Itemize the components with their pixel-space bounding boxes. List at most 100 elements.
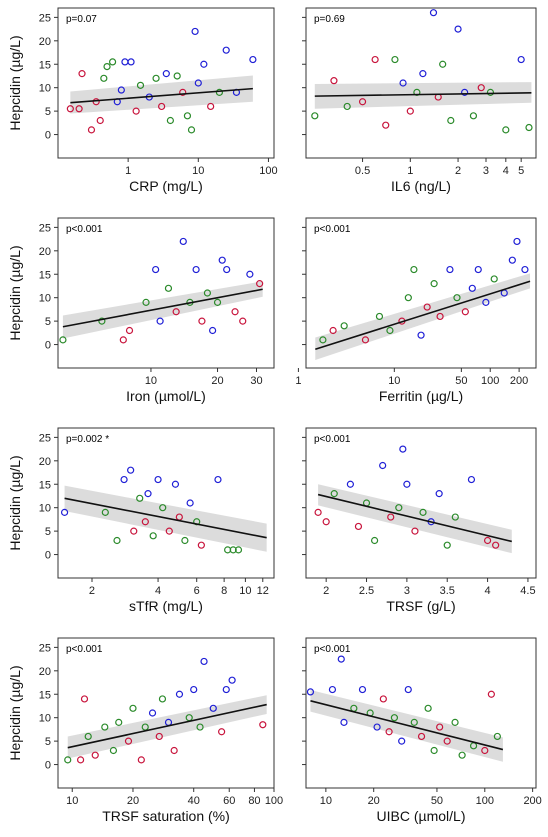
panel-uibc: 10 20 50 100 200 p<0.001 UIBC (µmol/L) [302, 637, 542, 824]
data-point-green [152, 74, 160, 82]
data-point-red [411, 527, 419, 535]
p-value-label: p=0.69 [314, 14, 345, 25]
data-point-red [256, 280, 264, 288]
data-point-green [410, 718, 418, 726]
data-point-red [354, 522, 363, 531]
data-point-red [436, 723, 444, 731]
data-point-red [119, 336, 127, 344]
data-point-green [98, 317, 106, 325]
panel-iron: 0 5 10 15 20 25 10 20 30 p<0.001 Iron (µmol/L) Hepc… [7, 217, 275, 404]
data-point-green [395, 504, 403, 512]
data-point-green [173, 72, 181, 80]
data-point-blue [340, 718, 348, 726]
data-point-green [375, 312, 384, 321]
data-point-red [172, 308, 180, 316]
data-point-blue [127, 58, 135, 66]
y-tick-label: 25 [39, 642, 51, 654]
x-axis-title: IL6 (ng/L) [391, 178, 451, 194]
data-point-green [340, 322, 348, 330]
data-point-red [492, 541, 500, 549]
data-point-green [136, 494, 144, 502]
data-point-green [430, 280, 438, 288]
data-point-red [80, 695, 89, 703]
data-point-green [458, 751, 466, 759]
x-axis-title: TRSF saturation (%) [102, 808, 230, 824]
data-point-red [385, 728, 393, 736]
data-point-blue [223, 265, 231, 274]
x-tick-label: 2 [323, 585, 329, 597]
y-tick-label: 15 [39, 269, 51, 281]
plot-frame [305, 427, 537, 579]
x-tick-label: 100 [481, 375, 499, 387]
data-point-green [343, 102, 351, 111]
x-tick-label: 5 [518, 165, 524, 177]
y-tick-label: 0 [45, 760, 51, 772]
data-point-red [371, 55, 379, 64]
x-tick-label: 10 [66, 795, 78, 807]
data-point-red [207, 102, 215, 111]
data-point-green [390, 714, 399, 722]
p-value-label: p<0.001 [314, 434, 351, 445]
data-point-blue [200, 60, 208, 68]
data-point-blue [399, 79, 407, 87]
data-point-red [158, 102, 166, 111]
y-tick-label: 10 [39, 293, 51, 305]
x-tick-label: 10 [239, 585, 251, 597]
data-point-green [101, 508, 109, 516]
data-point-blue [358, 685, 367, 694]
data-point-red [358, 98, 367, 106]
x-tick-label: 4 [155, 585, 161, 597]
data-point-blue [328, 685, 337, 694]
data-point-blue [346, 480, 354, 488]
x-tick-label: 50 [455, 375, 467, 387]
data-point-red [75, 105, 83, 113]
data-point-blue [417, 331, 425, 339]
data-point-green [183, 112, 192, 120]
data-point-blue [429, 9, 438, 17]
x-tick-label: 4 [503, 165, 509, 177]
x-tick-label: 20 [127, 795, 139, 807]
data-point-blue [218, 256, 226, 264]
data-point-red [137, 756, 145, 764]
data-point-green [136, 81, 145, 89]
data-point-blue [222, 685, 230, 694]
x-tick-label: 40 [188, 795, 200, 807]
data-point-green [486, 88, 495, 96]
x-tick-label: 2.5 [359, 585, 374, 597]
panel-trsf: 2 2.5 3 3.5 4 4.5 p<0.001 TRSF (g/L) [302, 427, 537, 614]
data-point-red [124, 737, 133, 745]
y-tick-label: 25 [39, 222, 51, 234]
panel-crp: 0 5 10 15 20 25 1 10 100 p=0.07 CRP (mg/L) Hepcidin… [7, 7, 278, 194]
x-axis-title: CRP (mg/L) [129, 178, 203, 194]
x-axis-title: UIBC (µmol/L) [377, 808, 466, 824]
y-tick-label: 10 [39, 83, 51, 95]
data-point-green [404, 294, 412, 302]
data-point-blue [191, 27, 199, 36]
data-point-green [129, 704, 137, 712]
data-point-red [483, 536, 492, 545]
data-point-green [419, 508, 427, 516]
data-point-blue [121, 58, 129, 66]
data-point-red [436, 312, 444, 321]
data-point-green [525, 123, 533, 132]
regression-line [67, 703, 267, 749]
confidence-band [314, 82, 532, 109]
data-point-green [187, 126, 196, 134]
x-tick-label: 3.5 [440, 585, 455, 597]
data-point-green [430, 746, 438, 755]
data-point-red [231, 308, 239, 316]
data-point-red [314, 508, 322, 516]
data-point-red [76, 756, 85, 764]
x-tick-label: 80 [248, 795, 260, 807]
x-tick-label: 30 [250, 375, 262, 387]
data-point-red [487, 690, 495, 698]
data-point-red [379, 695, 387, 703]
data-point-blue [521, 265, 529, 274]
data-point-blue [222, 46, 230, 54]
data-point-red [130, 527, 138, 535]
plot-frame [57, 637, 275, 789]
data-point-green [229, 546, 237, 554]
plot-frame [57, 217, 275, 369]
plot-frame [305, 637, 537, 789]
